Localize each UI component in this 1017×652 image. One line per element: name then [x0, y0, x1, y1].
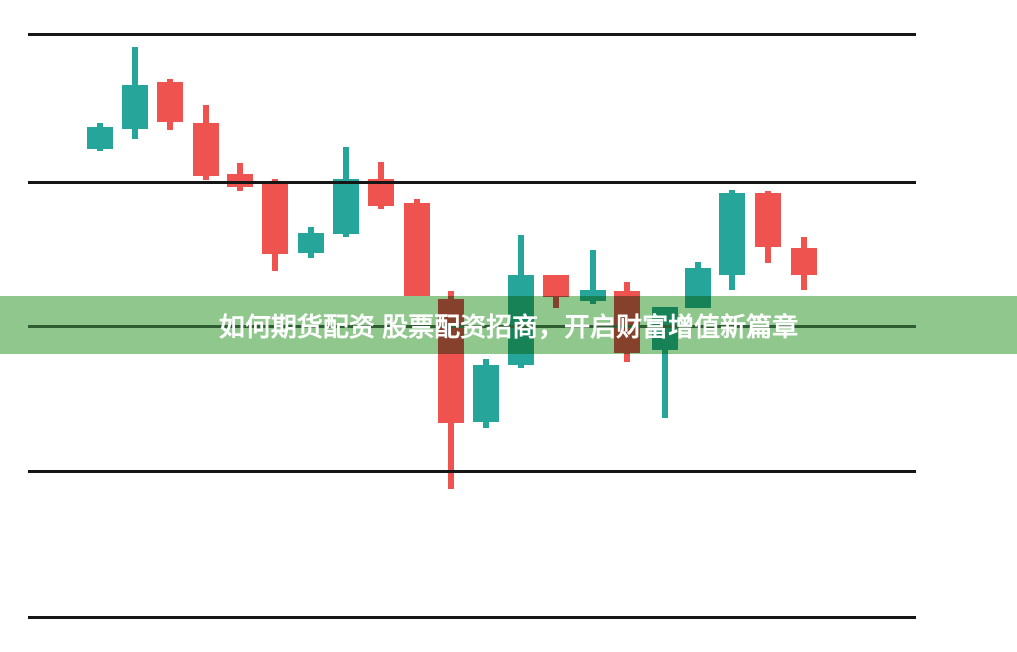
candle-body — [543, 275, 569, 297]
candle-body — [473, 365, 499, 422]
candle-body — [333, 179, 359, 234]
candle-body — [298, 233, 324, 253]
headline-text: 如何期货配资 股票配资招商，开启财富增值新篇章 — [218, 311, 799, 342]
candle-body — [193, 123, 219, 176]
candle-body — [580, 290, 606, 301]
candle-body — [404, 203, 430, 296]
gridline — [28, 181, 916, 184]
gridline — [28, 33, 916, 36]
candle-body — [262, 183, 288, 254]
gridline — [28, 616, 916, 619]
candle-body — [157, 82, 183, 122]
candle-wick — [662, 307, 668, 418]
candle-body — [755, 193, 781, 247]
candle-body — [122, 85, 148, 129]
candle-body — [87, 127, 113, 149]
candle-wick — [590, 250, 596, 304]
candle-body — [719, 193, 745, 275]
gridline — [28, 470, 916, 473]
candle-body — [791, 248, 817, 275]
gridline-in-banner — [28, 325, 916, 328]
